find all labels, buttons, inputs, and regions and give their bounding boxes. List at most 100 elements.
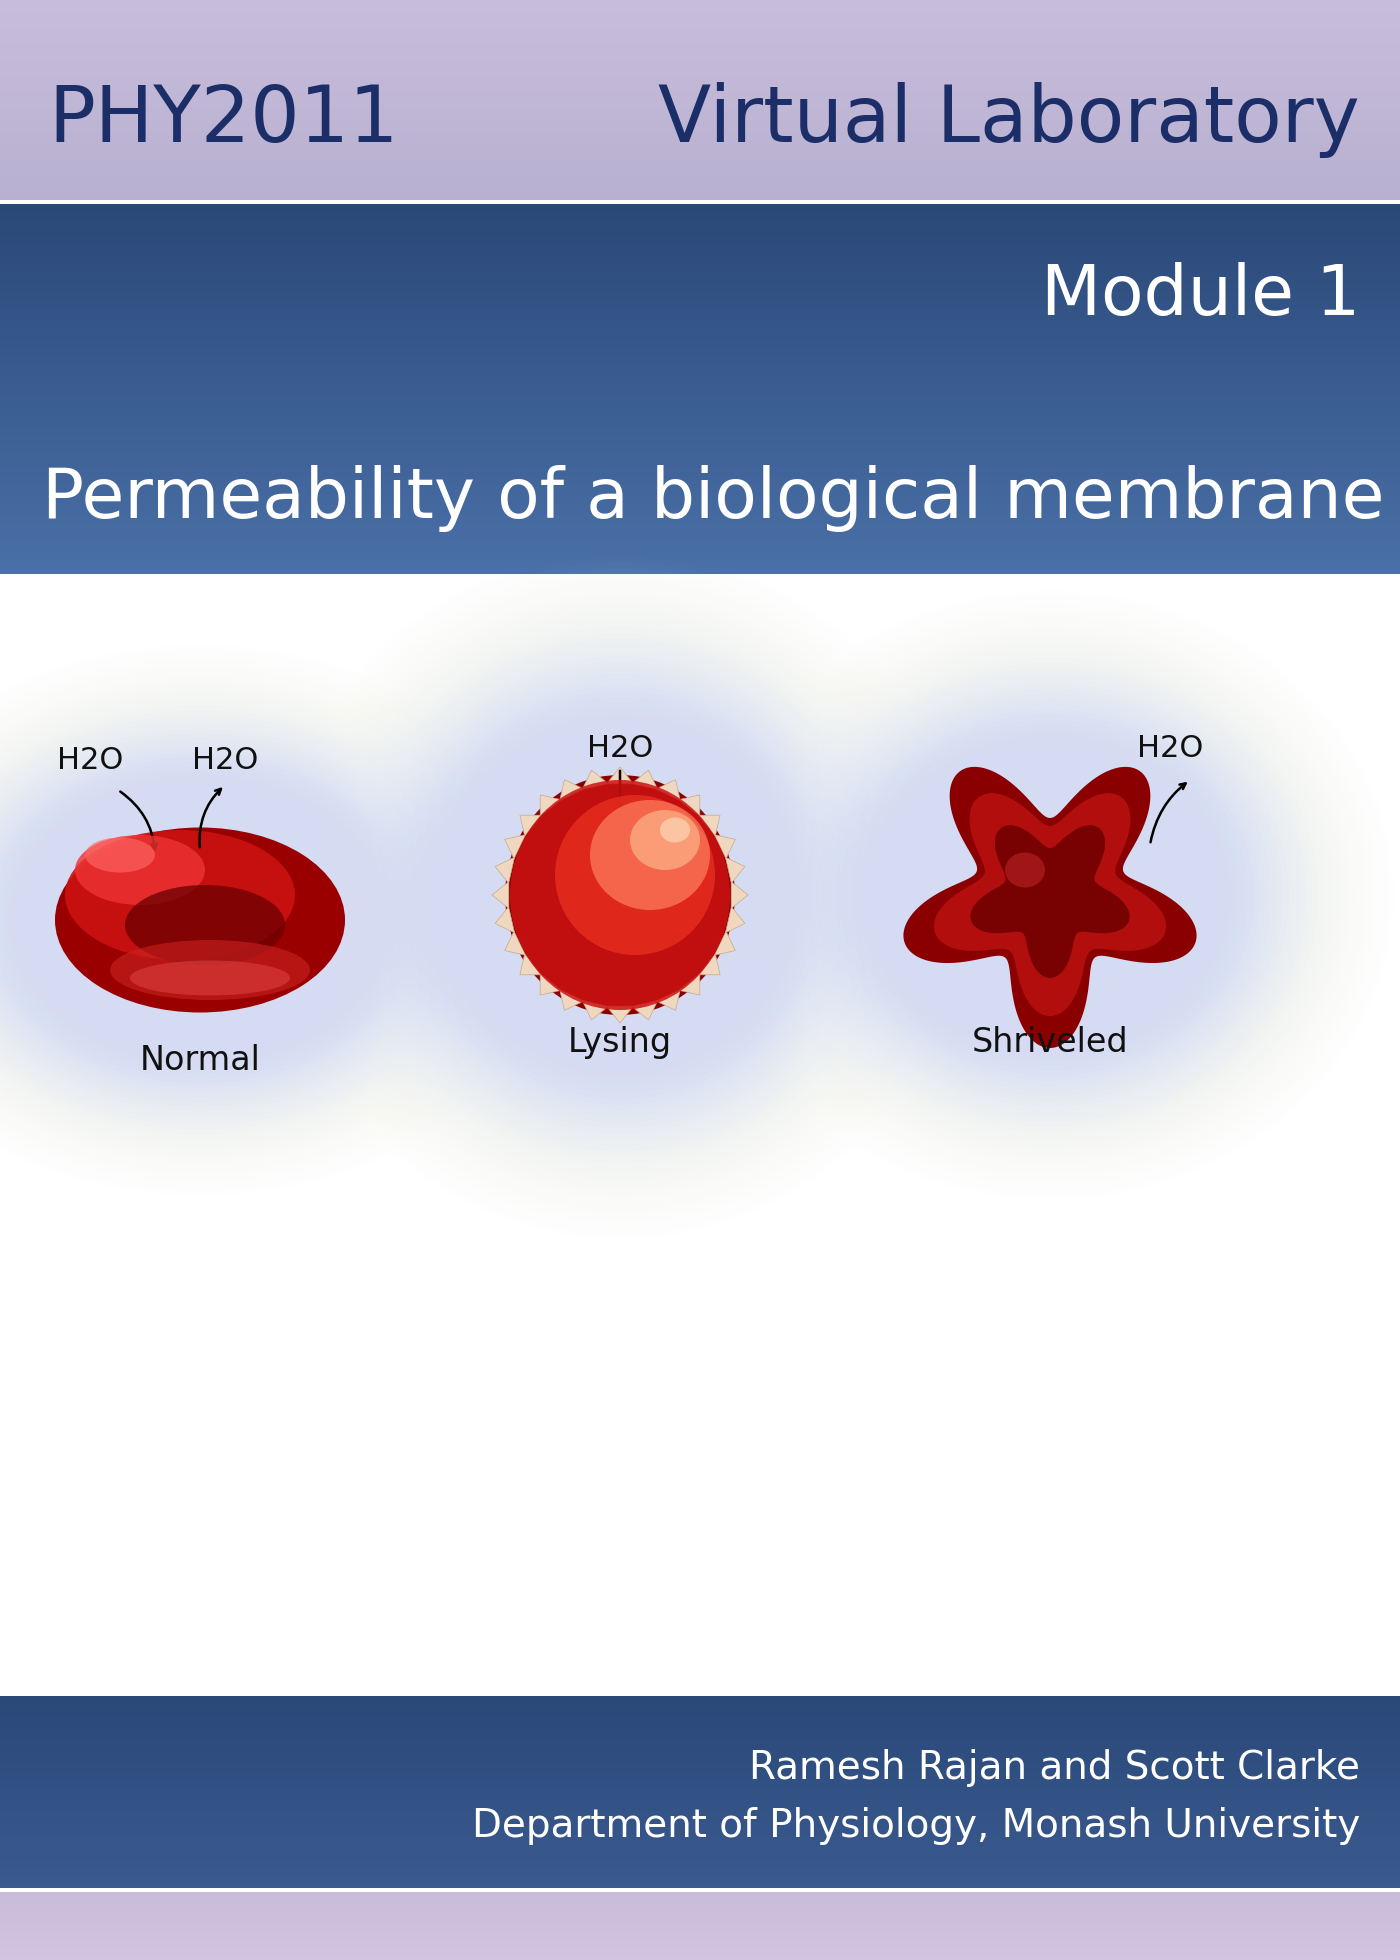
Ellipse shape bbox=[76, 835, 204, 906]
Text: H2O: H2O bbox=[192, 745, 258, 774]
Polygon shape bbox=[540, 974, 561, 996]
Bar bbox=[0, 374, 1400, 380]
Bar bbox=[0, 398, 1400, 404]
Ellipse shape bbox=[864, 729, 1236, 1060]
Bar bbox=[0, 192, 1400, 196]
Bar bbox=[0, 1813, 1400, 1817]
Ellipse shape bbox=[130, 960, 290, 996]
Bar bbox=[0, 1807, 1400, 1809]
Ellipse shape bbox=[370, 645, 871, 1147]
Bar bbox=[0, 541, 1400, 547]
Polygon shape bbox=[582, 1000, 609, 1019]
Bar bbox=[0, 1713, 1400, 1715]
Polygon shape bbox=[582, 770, 609, 790]
Bar bbox=[0, 1695, 1400, 1699]
Bar bbox=[0, 182, 1400, 186]
Ellipse shape bbox=[811, 684, 1289, 1107]
Bar bbox=[0, 108, 1400, 110]
Bar bbox=[0, 1711, 1400, 1713]
Bar bbox=[0, 65, 1400, 69]
Bar bbox=[0, 449, 1400, 455]
Bar bbox=[0, 1819, 1400, 1821]
Ellipse shape bbox=[445, 719, 795, 1070]
Bar bbox=[0, 370, 1400, 376]
Bar bbox=[0, 227, 1400, 231]
Bar bbox=[0, 88, 1400, 90]
Bar bbox=[0, 316, 1400, 319]
Bar bbox=[0, 145, 1400, 149]
Bar bbox=[0, 394, 1400, 398]
Bar bbox=[0, 306, 1400, 312]
Bar bbox=[0, 98, 1400, 100]
Bar bbox=[0, 1835, 1400, 1838]
Bar bbox=[0, 1874, 1400, 1876]
Bar bbox=[0, 1850, 1400, 1852]
Bar bbox=[0, 100, 1400, 104]
Bar bbox=[0, 127, 1400, 131]
Bar bbox=[0, 421, 1400, 427]
Polygon shape bbox=[631, 770, 658, 790]
Bar bbox=[0, 1844, 1400, 1848]
Bar bbox=[0, 116, 1400, 118]
Bar bbox=[0, 510, 1400, 514]
Bar bbox=[0, 29, 1400, 33]
Ellipse shape bbox=[589, 800, 710, 909]
Bar bbox=[0, 490, 1400, 496]
Bar bbox=[0, 278, 1400, 282]
Bar bbox=[0, 1817, 1400, 1819]
Text: Ramesh Rajan and Scott Clarke: Ramesh Rajan and Scott Clarke bbox=[749, 1748, 1359, 1788]
Bar bbox=[0, 459, 1400, 463]
Bar bbox=[0, 80, 1400, 82]
Bar bbox=[0, 82, 1400, 86]
Ellipse shape bbox=[851, 719, 1249, 1070]
Text: Normal: Normal bbox=[140, 1043, 260, 1076]
Polygon shape bbox=[725, 907, 745, 933]
Bar bbox=[0, 1868, 1400, 1872]
Bar bbox=[0, 57, 1400, 61]
Text: Shriveled: Shriveled bbox=[972, 1025, 1128, 1058]
Bar bbox=[0, 71, 1400, 73]
Ellipse shape bbox=[0, 743, 434, 1098]
Bar bbox=[0, 1811, 1400, 1815]
Bar bbox=[0, 504, 1400, 510]
Bar bbox=[0, 1770, 1400, 1774]
Ellipse shape bbox=[869, 735, 1231, 1054]
Bar bbox=[0, 1754, 1400, 1756]
Bar bbox=[0, 1842, 1400, 1844]
Bar bbox=[0, 208, 1400, 214]
Bar bbox=[0, 122, 1400, 125]
Bar bbox=[0, 102, 1400, 106]
Polygon shape bbox=[657, 990, 680, 1009]
Polygon shape bbox=[934, 794, 1166, 1015]
Bar bbox=[0, 151, 1400, 153]
Bar bbox=[0, 231, 1400, 237]
Bar bbox=[0, 1884, 1400, 1886]
Ellipse shape bbox=[505, 774, 735, 1015]
Ellipse shape bbox=[554, 796, 715, 955]
Bar bbox=[0, 25, 1400, 27]
Text: Module 1: Module 1 bbox=[1040, 261, 1359, 329]
Bar bbox=[0, 133, 1400, 135]
Ellipse shape bbox=[440, 713, 801, 1076]
Bar bbox=[0, 184, 1400, 188]
Ellipse shape bbox=[329, 604, 911, 1186]
Bar bbox=[0, 431, 1400, 435]
Bar bbox=[0, 120, 1400, 123]
Bar bbox=[0, 45, 1400, 47]
Ellipse shape bbox=[0, 719, 465, 1121]
Polygon shape bbox=[699, 955, 720, 974]
Bar bbox=[0, 1887, 1400, 1891]
Bar bbox=[0, 1780, 1400, 1784]
Bar bbox=[0, 500, 1400, 506]
Bar bbox=[0, 171, 1400, 172]
Bar bbox=[0, 53, 1400, 55]
Bar bbox=[0, 1797, 1400, 1799]
Polygon shape bbox=[560, 990, 584, 1009]
Bar bbox=[0, 92, 1400, 96]
Bar bbox=[0, 1739, 1400, 1742]
Bar bbox=[0, 1866, 1400, 1870]
Ellipse shape bbox=[823, 694, 1277, 1096]
Ellipse shape bbox=[0, 753, 421, 1088]
Bar bbox=[0, 1789, 1400, 1793]
Ellipse shape bbox=[405, 680, 836, 1111]
